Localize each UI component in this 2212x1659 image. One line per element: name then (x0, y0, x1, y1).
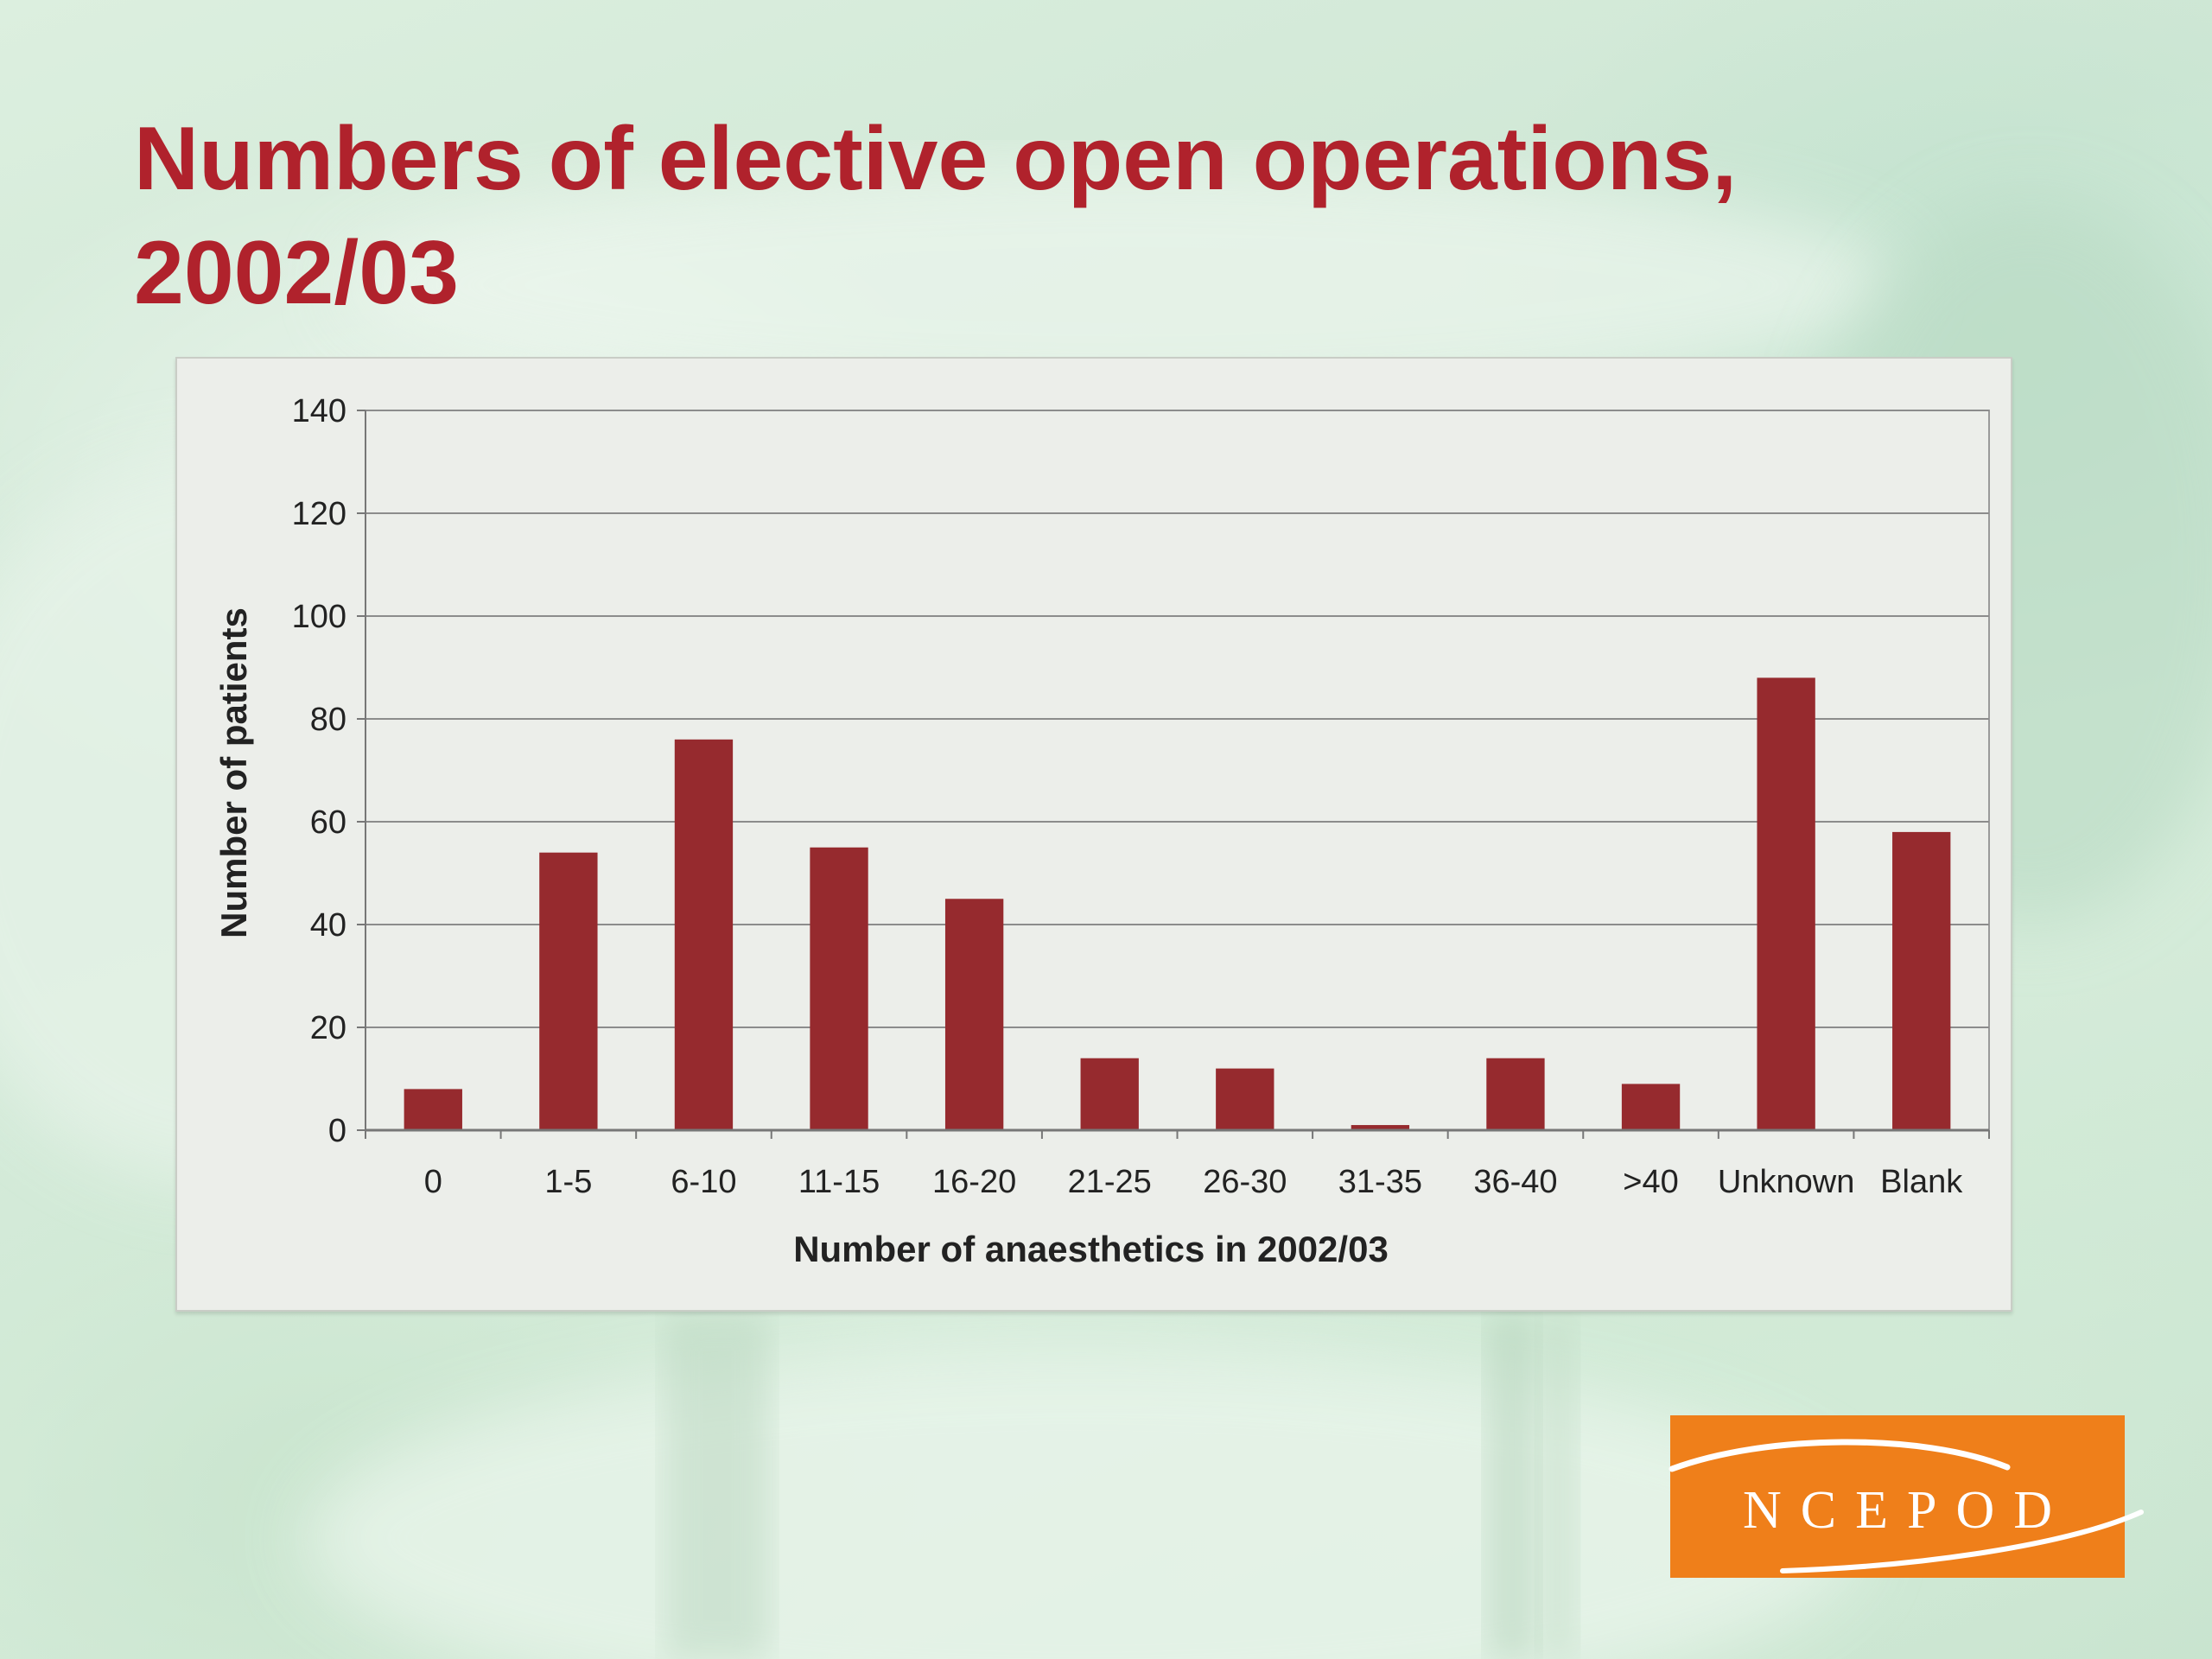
bar-6-10 (674, 739, 734, 1130)
bar-16-20 (944, 899, 1004, 1130)
bar-26-30 (1216, 1068, 1274, 1130)
x-tick-label: >40 (1623, 1164, 1678, 1200)
x-tick-label: 0 (424, 1164, 442, 1200)
chart-gridlines (365, 410, 1990, 1131)
slide-title-line-1: Numbers of elective open operations, (134, 109, 1738, 209)
chart-labels: 0 20 40 60 80 100 120 140 0 1-5 6-10 11-15 16-20 21-2… (213, 393, 1963, 1269)
bar-21-25 (1080, 1058, 1139, 1130)
bar-1-5 (539, 852, 598, 1130)
y-tick-label: 80 (310, 702, 346, 738)
y-tick-label: 40 (310, 907, 346, 944)
chart-axes (357, 410, 1990, 1139)
x-tick-label: 21-25 (1068, 1164, 1152, 1200)
x-tick-label: 11-15 (798, 1164, 880, 1200)
y-tick-label: 100 (292, 599, 346, 635)
x-tick-label: 36-40 (1473, 1164, 1557, 1200)
x-tick-label: 6-10 (671, 1164, 736, 1200)
bar-Unknown (1757, 677, 1815, 1130)
x-tick-label: 26-30 (1203, 1164, 1287, 1200)
ncepod-logo: NCEPOD (1669, 1415, 2144, 1578)
bar->40 (1621, 1084, 1681, 1130)
bar-36-40 (1486, 1058, 1545, 1130)
y-tick-label: 0 (328, 1113, 346, 1149)
x-tick-label: Blank (1880, 1164, 1963, 1200)
plot-area-border (365, 410, 1990, 1131)
chart-panel: 0 20 40 60 80 100 120 140 0 1-5 6-10 11-15 16-20 21-2… (175, 357, 2012, 1312)
x-tick-label: 16-20 (932, 1164, 1016, 1200)
x-tick-label: Unknown (1718, 1164, 1854, 1200)
chart-bars (404, 677, 1951, 1130)
y-tick-label: 140 (292, 393, 346, 429)
y-tick-label: 120 (292, 496, 346, 532)
slide-title-line-2: 2002/03 (134, 223, 459, 323)
x-axis-title: Number of anaesthetics in 2002/03 (793, 1229, 1389, 1269)
x-tick-label: 31-35 (1338, 1164, 1422, 1200)
slide-title: Numbers of elective open operations, 200… (134, 102, 2035, 330)
bar-0 (404, 1089, 462, 1130)
x-tick-label: 1-5 (544, 1164, 592, 1200)
y-axis-title: Number of patients (213, 607, 254, 938)
bar-Blank (1892, 831, 1951, 1130)
y-tick-label: 60 (310, 804, 346, 841)
bar-chart: 0 20 40 60 80 100 120 140 0 1-5 6-10 11-15 16-20 21-2… (213, 393, 1990, 1269)
logo-swoosh-icon (1669, 1439, 2144, 1573)
bar-31-35 (1351, 1125, 1410, 1130)
y-tick-label: 20 (310, 1010, 346, 1046)
logo-text: NCEPOD (1742, 1481, 2072, 1540)
bar-11-15 (810, 847, 868, 1130)
